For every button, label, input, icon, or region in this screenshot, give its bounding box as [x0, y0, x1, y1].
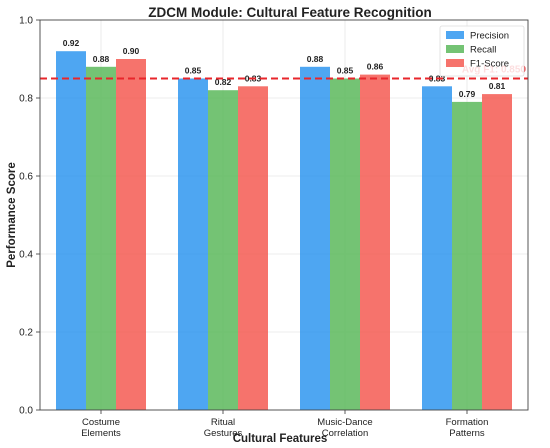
y-tick-label: 0.4: [19, 250, 33, 261]
x-tick-label-line: Correlation: [322, 428, 368, 439]
bar-recall: [208, 90, 238, 410]
x-axis-label: Cultural Features: [233, 433, 328, 445]
bar-value-label: 0.90: [123, 46, 140, 56]
x-tick-label-line: Elements: [81, 428, 121, 439]
x-tick-label-line: Costume: [82, 417, 120, 428]
y-axis-label: Performance Score: [6, 162, 18, 267]
bar-precision: [178, 78, 208, 410]
x-tick-label: Formation Patterns: [446, 417, 489, 439]
y-tick-label: 0.6: [19, 172, 33, 183]
plot-frame: [39, 19, 529, 411]
x-tick-label-line: Patterns: [449, 428, 485, 439]
legend-swatch: [446, 45, 464, 53]
bar-f1-score: [482, 94, 512, 410]
bar-value-label: 0.82: [215, 77, 232, 87]
bar-value-label: 0.86: [367, 62, 384, 72]
bar-value-label: 0.79: [459, 89, 476, 99]
y-tick-label: 0.2: [19, 328, 33, 339]
bar-f1-score: [238, 86, 268, 411]
chart-title: ZDCM Module: Cultural Feature Recognitio…: [148, 5, 432, 20]
bar-recall: [330, 78, 360, 410]
bar-precision: [300, 66, 330, 411]
y-tick-label: 1.0: [19, 16, 33, 27]
legend-entry: Precision: [470, 31, 509, 42]
x-tick-label-line: Gestures: [204, 428, 243, 439]
bar-value-label: 0.88: [93, 54, 110, 64]
y-tick-label: 0.0: [19, 406, 33, 417]
legend-swatch: [446, 59, 464, 67]
bar-recall: [452, 101, 482, 411]
x-tick-label-line: Music-Dance: [317, 417, 372, 428]
legend-swatch: [446, 31, 464, 39]
bar-value-label: 0.81: [489, 81, 506, 91]
x-tick-label: Costume Elements: [81, 417, 121, 439]
legend-entry: F1-Score: [470, 59, 509, 70]
bar-value-label: 0.85: [337, 66, 354, 76]
bar-precision: [56, 51, 86, 410]
y-tick-label: 0.8: [19, 94, 33, 105]
x-tick-label-line: Ritual: [211, 417, 235, 428]
x-tick-label: Music-Dance Correlation: [317, 417, 372, 439]
bar-value-label: 0.88: [307, 54, 324, 64]
bar-f1-score: [360, 74, 390, 410]
x-tick-label-line: Formation: [446, 417, 489, 428]
bar-f1-score: [116, 59, 146, 410]
bar-value-label: 0.85: [185, 66, 202, 76]
legend-entry: Recall: [470, 45, 496, 56]
bar-value-label: 0.92: [63, 38, 80, 48]
bar-recall: [86, 66, 116, 411]
bar-precision: [422, 86, 452, 411]
x-tick-label: Ritual Gestures: [204, 417, 243, 439]
